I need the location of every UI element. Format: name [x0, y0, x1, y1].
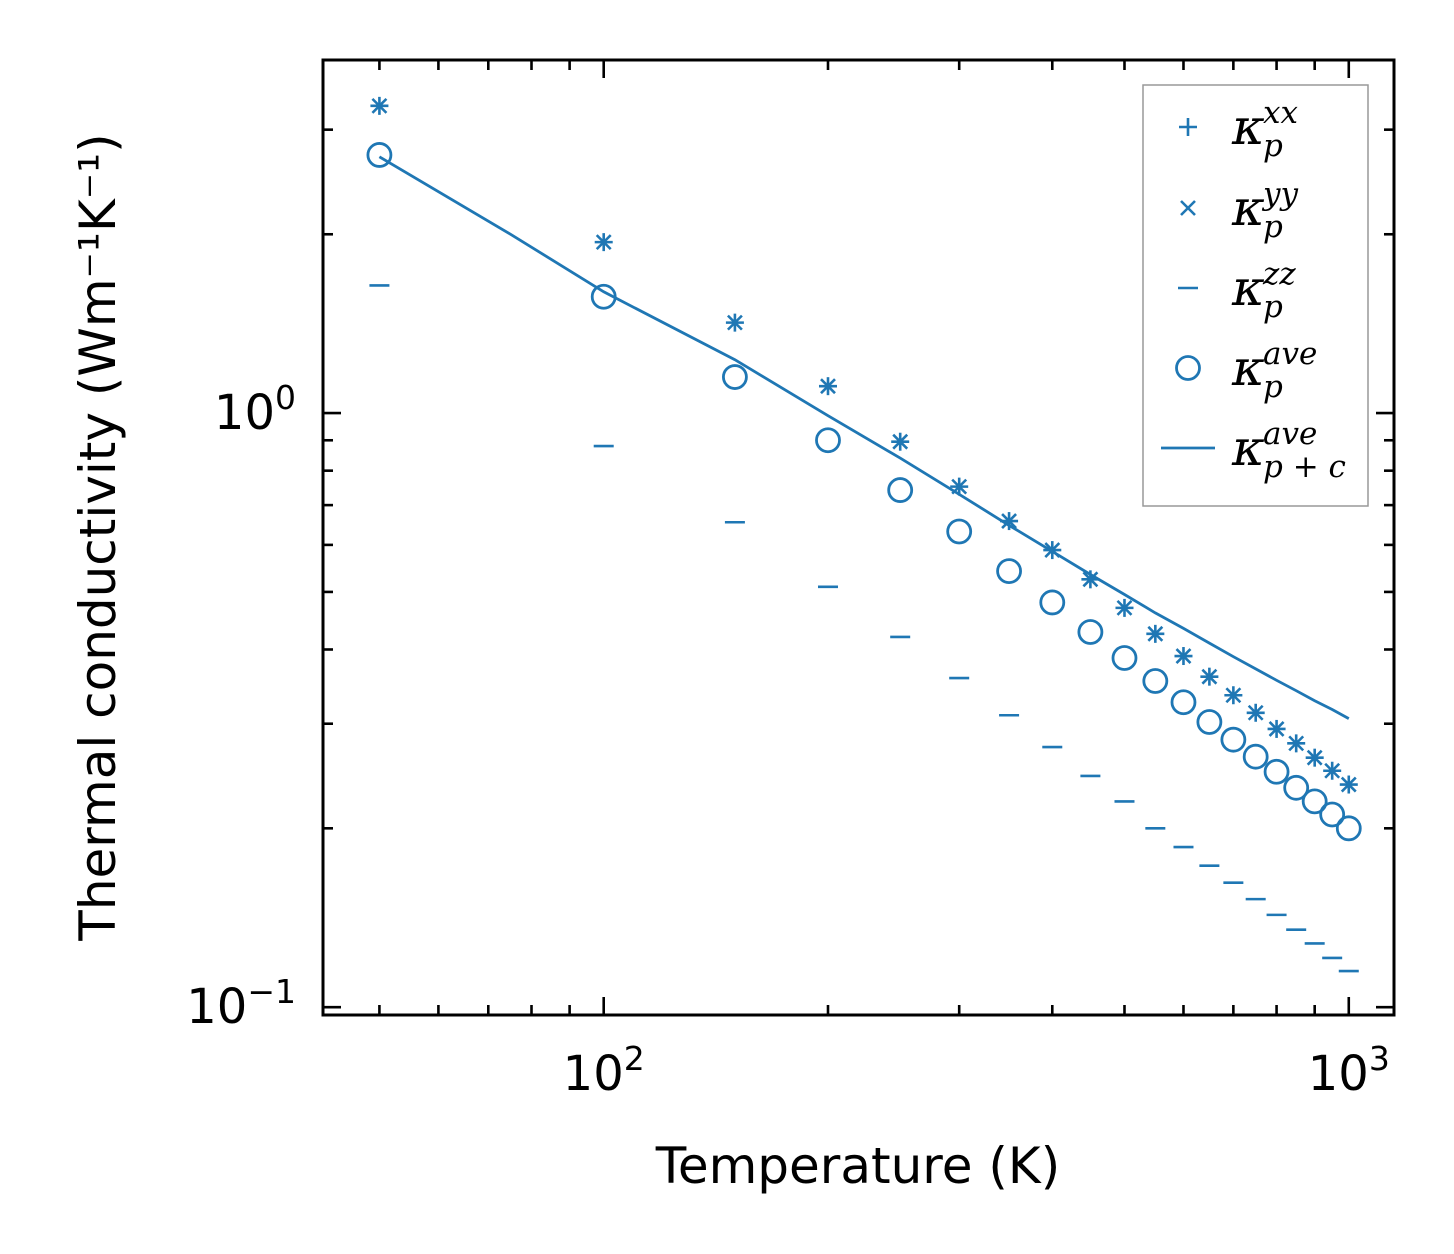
legend-superscript: yy — [1261, 176, 1299, 212]
data-point — [815, 427, 841, 454]
data-point — [1301, 788, 1328, 815]
data-point — [1039, 589, 1066, 616]
data-point — [371, 97, 388, 114]
data-point — [1324, 762, 1341, 779]
data-point — [366, 142, 393, 168]
axis-ticks: 102 103 10−1 100 — [186, 60, 1394, 1102]
legend-symbol: κ — [1231, 259, 1265, 317]
data-point — [726, 314, 743, 331]
data-point — [996, 558, 1022, 585]
legend-symbol: κ — [1231, 339, 1265, 397]
y-tick-label: 10−1 — [186, 972, 296, 1035]
data-point — [820, 378, 836, 395]
x-tick-label: 102 — [563, 1039, 645, 1102]
legend-superscript: zz — [1262, 256, 1296, 292]
plot-frame — [321, 58, 1396, 1017]
data-point — [1242, 743, 1269, 770]
data-point — [1283, 774, 1310, 801]
data-point — [1268, 721, 1285, 737]
series-x — [371, 97, 1357, 793]
legend-symbol: κ — [1231, 179, 1265, 237]
x-tick-label: 103 — [1308, 1039, 1390, 1102]
data-point — [887, 477, 914, 503]
data-point — [1288, 735, 1305, 752]
data-point — [946, 518, 973, 545]
legend-superscript: ave — [1263, 336, 1317, 372]
data-point — [892, 433, 909, 450]
legend-superscript: xx — [1263, 95, 1298, 131]
series-circle — [366, 142, 1362, 842]
legend-superscript: ave — [1263, 416, 1317, 452]
data-point — [1170, 689, 1197, 716]
data-point — [1077, 619, 1104, 645]
data-point — [1201, 668, 1218, 685]
y-tick-label: 100 — [214, 378, 296, 441]
legend-symbol: κ — [1231, 419, 1265, 477]
legend-symbol: κ — [1231, 98, 1265, 156]
data-point — [595, 234, 612, 251]
y-axis-label: Thermal conductivity (Wm⁻¹K⁻¹) — [69, 133, 127, 941]
x-axis-label: Temperature (K) — [655, 1137, 1060, 1195]
data-point — [1147, 625, 1164, 642]
data-point — [1225, 687, 1242, 704]
data-point — [1340, 776, 1357, 793]
data-point — [1196, 709, 1223, 735]
data-point — [1319, 801, 1346, 828]
series-line — [378, 155, 1350, 720]
data-point — [1116, 599, 1133, 616]
data-point — [1335, 815, 1362, 842]
legend-box — [1142, 84, 1369, 507]
legend-marker — [1179, 118, 1197, 136]
data-point — [1175, 648, 1192, 664]
legend-subscript: p — [1263, 369, 1283, 405]
legend-subscript: p — [1263, 128, 1283, 164]
data-point — [1111, 645, 1138, 671]
data-point — [1263, 758, 1290, 785]
data-point — [1220, 726, 1247, 753]
data-point — [1001, 513, 1017, 529]
data-layer — [366, 96, 1362, 973]
series-hline — [369, 284, 1359, 973]
legend-subscript: p + c — [1263, 449, 1346, 485]
data-point — [1247, 704, 1264, 721]
series-line — [378, 155, 1350, 720]
legend-subscript: p — [1263, 289, 1283, 325]
data-point — [1306, 749, 1323, 766]
data-point — [1082, 571, 1099, 588]
data-point — [1142, 668, 1169, 694]
data-point — [722, 364, 748, 390]
legend-marker — [1180, 200, 1196, 216]
legend-subscript: p — [1263, 209, 1283, 245]
legend-marker — [1175, 355, 1201, 381]
